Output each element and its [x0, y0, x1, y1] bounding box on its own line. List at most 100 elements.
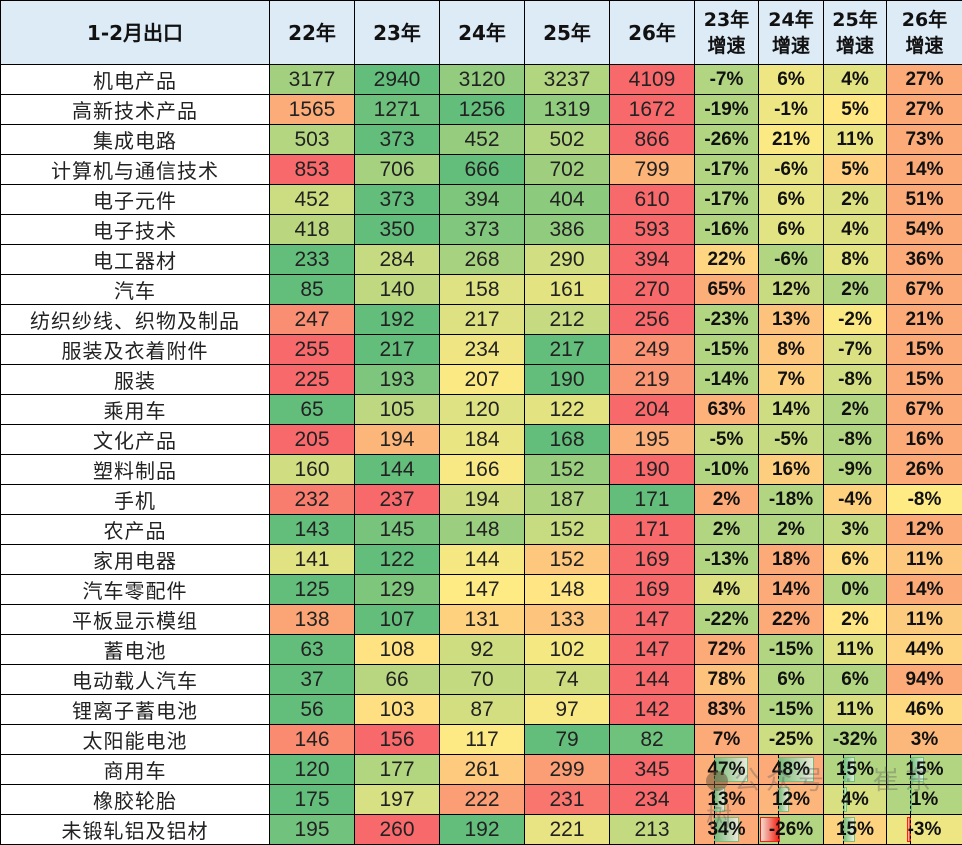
value-cell: 103 — [355, 695, 440, 725]
value-cell: 120 — [440, 395, 525, 425]
growth-value: -8% — [908, 489, 942, 510]
growth-value: -10% — [704, 459, 748, 480]
growth-value: -1% — [774, 99, 808, 120]
growth-value: 12% — [772, 789, 810, 810]
growth-value: 14% — [772, 399, 810, 420]
growth-value: 2% — [841, 609, 868, 630]
growth-value: -7% — [710, 69, 744, 90]
growth-value: 11% — [837, 639, 874, 660]
value-cell: 161 — [525, 275, 610, 305]
growth-cell: 7% — [695, 725, 759, 755]
value-cell: 706 — [355, 155, 440, 185]
value-cell: 85 — [270, 275, 355, 305]
growth-cell: -32% — [824, 725, 887, 755]
growth-value: -26% — [769, 819, 813, 840]
growth-cell: 4% — [824, 215, 887, 245]
value-cell: 255 — [270, 335, 355, 365]
growth-value: 3% — [841, 519, 868, 540]
growth-cell: 11% — [824, 695, 887, 725]
value-cell: 270 — [610, 275, 695, 305]
value-cell: 4109 — [610, 65, 695, 95]
growth-value: -8% — [838, 369, 872, 390]
value-cell: 87 — [440, 695, 525, 725]
growth-cell: -7% — [824, 335, 887, 365]
growth-value: 15% — [836, 819, 874, 840]
growth-value: -8% — [838, 429, 872, 450]
growth-value: 6% — [777, 669, 804, 690]
value-cell: 131 — [440, 605, 525, 635]
growth-value: 27% — [905, 69, 943, 90]
value-cell: 260 — [355, 815, 440, 845]
growth-cell: -10% — [695, 455, 759, 485]
growth-value: -14% — [704, 369, 748, 390]
row-label: 高新技术产品 — [1, 95, 270, 125]
growth-value: 14% — [905, 159, 943, 180]
growth-value: 6% — [841, 549, 868, 570]
value-cell: 197 — [355, 785, 440, 815]
value-cell: 192 — [355, 305, 440, 335]
growth-value: 34% — [707, 819, 745, 840]
value-cell: 70 — [440, 665, 525, 695]
growth-cell: 2% — [824, 185, 887, 215]
growth-value: 36% — [905, 249, 943, 270]
value-cell: 237 — [355, 485, 440, 515]
growth-value: -15% — [704, 339, 748, 360]
row-label: 纺织纱线、织物及制品 — [1, 305, 270, 335]
growth-cell: -3% — [887, 815, 962, 845]
value-cell: 222 — [440, 785, 525, 815]
growth-value: 4% — [841, 69, 868, 90]
value-cell: 56 — [270, 695, 355, 725]
growth-cell: -4% — [824, 485, 887, 515]
value-cell: 853 — [270, 155, 355, 185]
value-cell: 138 — [270, 605, 355, 635]
header-year-22: 22年 — [270, 1, 355, 65]
growth-cell: -26% — [695, 125, 759, 155]
value-cell: 143 — [270, 515, 355, 545]
growth-cell: 21% — [759, 125, 824, 155]
value-cell: 225 — [270, 365, 355, 395]
value-cell: 152 — [525, 515, 610, 545]
value-cell: 702 — [525, 155, 610, 185]
value-cell: 120 — [270, 755, 355, 785]
growth-cell: 67% — [887, 395, 962, 425]
row-label: 汽车 — [1, 275, 270, 305]
growth-cell: 14% — [887, 155, 962, 185]
value-cell: 217 — [440, 305, 525, 335]
growth-cell: -17% — [695, 155, 759, 185]
growth-value: -17% — [704, 159, 748, 180]
growth-cell: 6% — [824, 665, 887, 695]
header-row: 1-2月出口 22年 23年 24年 25年 26年 23年增速 24年增速 2… — [1, 1, 962, 65]
growth-value: 13% — [707, 789, 745, 810]
growth-cell: 26% — [887, 455, 962, 485]
growth-cell: 18% — [759, 545, 824, 575]
value-cell: 168 — [525, 425, 610, 455]
value-cell: 217 — [525, 335, 610, 365]
growth-value: 21% — [905, 309, 943, 330]
growth-cell: 4% — [695, 575, 759, 605]
value-cell: 144 — [355, 455, 440, 485]
value-cell: 195 — [610, 425, 695, 455]
growth-cell: 11% — [887, 605, 962, 635]
growth-value: 54% — [905, 219, 943, 240]
growth-cell: -15% — [759, 635, 824, 665]
value-cell: 3177 — [270, 65, 355, 95]
growth-cell: 15% — [887, 365, 962, 395]
row-label: 手机 — [1, 485, 270, 515]
growth-cell: 5% — [824, 95, 887, 125]
row-label: 文化产品 — [1, 425, 270, 455]
growth-cell: 6% — [759, 65, 824, 95]
growth-value: 22% — [772, 609, 810, 630]
growth-cell: 16% — [759, 455, 824, 485]
growth-value: 5% — [841, 159, 868, 180]
growth-value: 11% — [906, 549, 943, 570]
row-label: 橡胶轮胎 — [1, 785, 270, 815]
growth-cell: 11% — [887, 545, 962, 575]
row-label: 电工器材 — [1, 245, 270, 275]
growth-value: -2% — [838, 309, 872, 330]
